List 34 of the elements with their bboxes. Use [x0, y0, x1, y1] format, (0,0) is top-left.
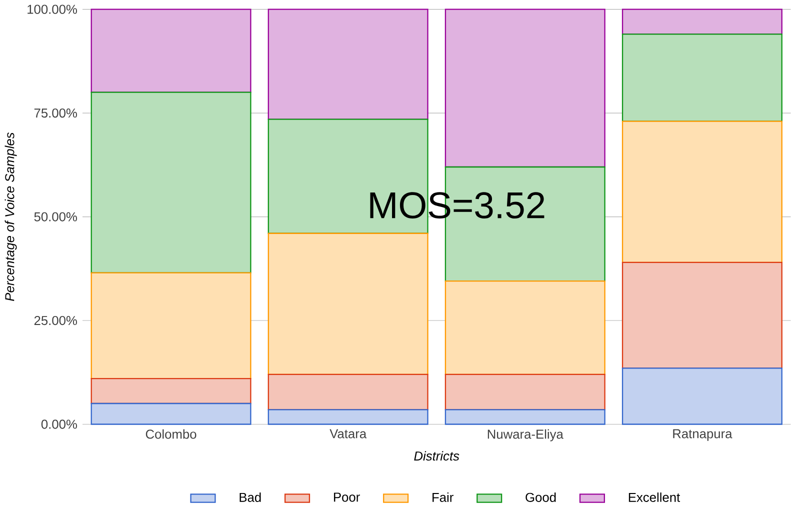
bar: [90, 403, 252, 425]
bar: [444, 280, 606, 376]
bar: [444, 374, 606, 410]
y-axis-title: Percentage of Voice Samples: [4, 132, 17, 302]
bar: [90, 378, 252, 404]
bar: [268, 374, 428, 410]
bar: [622, 368, 782, 425]
x-tick-label: Vatara: [330, 429, 367, 438]
bar: [90, 272, 252, 380]
y-tick-label: 50.00%: [34, 212, 77, 222]
y-tick-label: 75.00%: [34, 108, 77, 118]
bar: [444, 8, 606, 168]
y-tick-label: 100.00%: [28, 4, 77, 14]
legend-label: Bad: [240, 492, 261, 502]
bar: [622, 8, 782, 35]
bar: [268, 8, 428, 120]
x-tick-label: Colombo: [146, 429, 196, 439]
legend-label: Poor: [334, 492, 360, 502]
bar: [622, 120, 782, 264]
legend-label: Fair: [432, 492, 454, 502]
x-tick-label: Ratnapura: [673, 429, 732, 441]
x-axis-title: Districts: [414, 451, 460, 461]
x-tick-label: Nuwara-Eliya: [488, 429, 564, 442]
bar: [622, 34, 782, 122]
bar: [268, 409, 428, 425]
y-tick-label: 25.00%: [34, 316, 77, 326]
bar: [90, 92, 252, 274]
legend-label: Excellent: [628, 492, 680, 502]
bar: [444, 409, 606, 425]
bar: [90, 8, 252, 94]
bar: [622, 262, 782, 369]
y-tick-label: 0.00%: [41, 420, 77, 429]
legend-label: Good: [526, 492, 556, 502]
bar: [268, 232, 428, 376]
